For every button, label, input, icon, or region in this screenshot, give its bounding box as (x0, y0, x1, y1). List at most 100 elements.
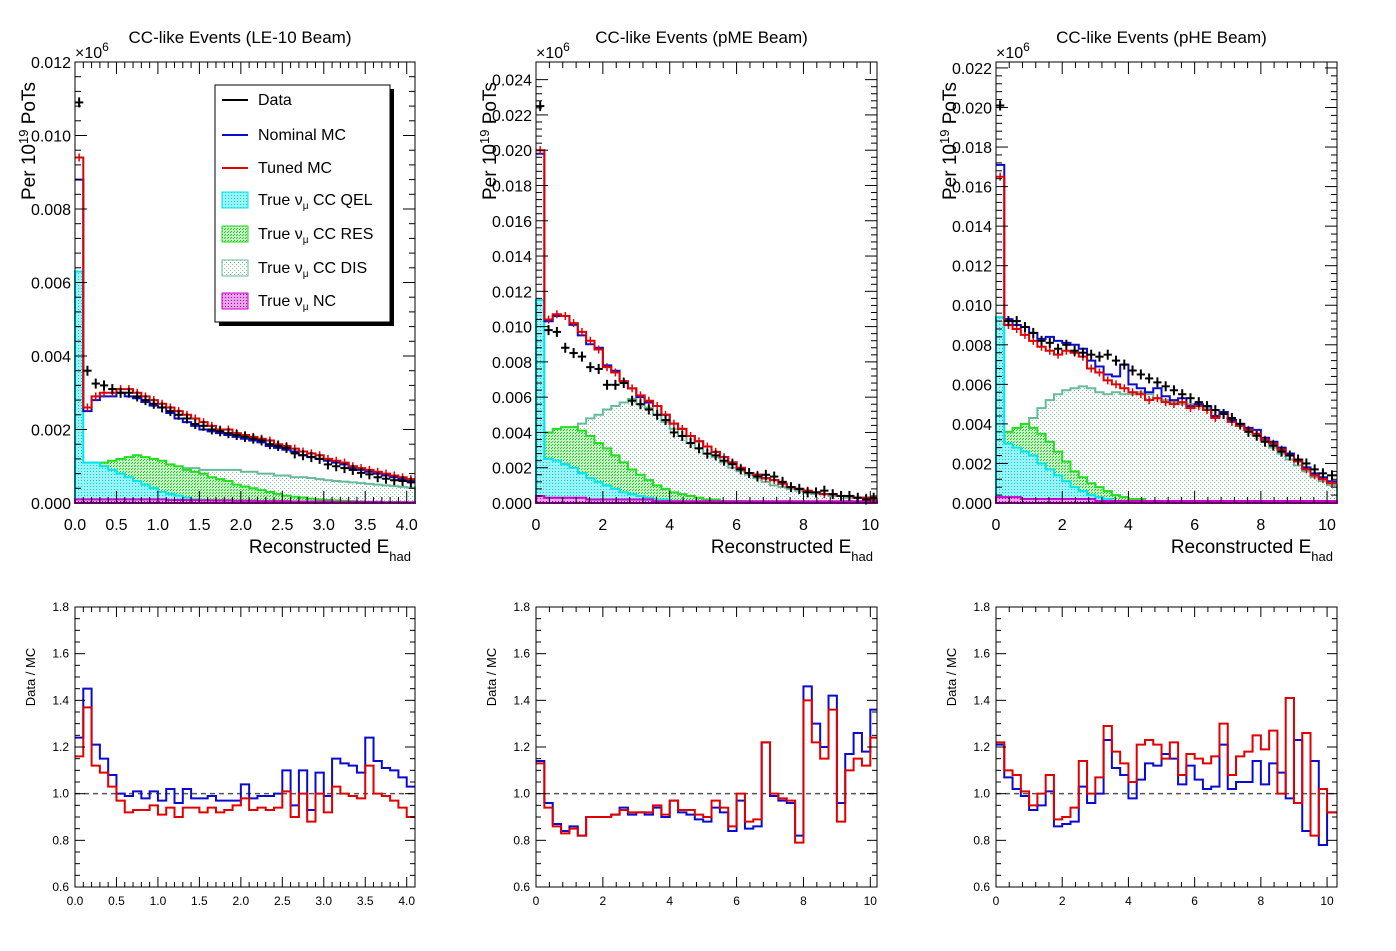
legend-label-nc: True νμ NC (258, 293, 336, 313)
ratio-panel-1: 0.6 0.8 1.0 1.2 1.4 1.6 1.8 0.0 0.5 1.0 1.5 2.0 2.5 3… (23, 600, 416, 908)
y-tick-label: 0.002 (31, 423, 71, 440)
y-tick-label: 0.018 (492, 178, 532, 195)
ratio-x-tick-label: 6 (733, 894, 740, 908)
y-tick-label: 0.008 (492, 355, 532, 372)
y-axis-title: Per 1019 PoTs (937, 82, 961, 200)
ratio-x-tick-label: 3.5 (357, 894, 374, 908)
legend-label-res: True νμ CC RES (258, 226, 373, 246)
ratio-y-tick-label: 1.2 (973, 740, 990, 754)
y-tick-label: 0.000 (952, 496, 992, 513)
ratio-y-tick-label: 1.8 (52, 600, 69, 614)
ratio-plot-area (996, 607, 1337, 887)
y-tick-label: 0.006 (31, 276, 71, 293)
ratio-x-tick-label: 3.0 (315, 894, 332, 908)
legend-swatch-res (221, 225, 249, 243)
ratio-x-tick-label: 8 (1258, 894, 1265, 908)
x-tick-label: 2.5 (271, 517, 293, 534)
y-tick-label: 0.000 (31, 496, 71, 513)
x-tick-label: 0 (992, 517, 1001, 534)
ratio-y-tick-label: 1.4 (973, 693, 990, 707)
y-tick-label: 0.004 (952, 417, 992, 434)
chart-title: CC-like Events (pHE Beam) (1056, 28, 1267, 47)
exponent-label: ×106 (536, 40, 570, 62)
y-tick-label: 0.024 (492, 73, 532, 90)
ratio-x-tick-label: 6 (1191, 894, 1198, 908)
ratio-x-tick-label: 4 (666, 894, 673, 908)
ratio-y-tick-label: 1.6 (973, 647, 990, 661)
legend-swatch-nc (221, 292, 249, 310)
exponent-label: ×106 (996, 40, 1030, 62)
x-tick-label: 0.0 (64, 517, 86, 534)
y-tick-label: 0.012 (492, 284, 532, 301)
chart-panel-3: 0.000 0.002 0.004 0.006 0.008 0.010 0.012 0.014… (937, 28, 1338, 908)
ratio-y-tick-label: 1.0 (513, 787, 530, 801)
y-tick-label: 0.000 (492, 496, 532, 513)
ratio-tuned-histogram (75, 706, 415, 823)
ratio-y-tick-label: 1.4 (513, 693, 530, 707)
chart-panel-2: 0.000 0.002 0.004 0.006 0.008 0.010 0.012 0.014… (477, 28, 879, 908)
y-tick-label: 0.018 (952, 140, 992, 157)
ratio-y-tick-label: 1.0 (52, 787, 69, 801)
ratio-plot-area (75, 607, 415, 887)
y-tick-label: 0.004 (31, 349, 71, 366)
y-tick-label: 0.008 (31, 202, 71, 219)
nc-histogram (995, 496, 1338, 504)
y-tick-label: 0.006 (492, 390, 532, 407)
y-axis-title: Per 1019 PoTs (477, 82, 501, 200)
ratio-y-tick-label: 0.6 (513, 880, 530, 894)
ratio-x-tick-label: 0.0 (67, 894, 84, 908)
ratio-y-tick-label: 1.0 (973, 787, 990, 801)
y-tick-label: 0.014 (952, 219, 992, 236)
plot-frame (535, 61, 878, 504)
x-tick-label: 0 (532, 517, 541, 534)
y-tick-label: 0.010 (492, 320, 532, 337)
ratio-x-tick-label: 2 (1059, 894, 1066, 908)
ratio-panel-3: 0.6 0.8 1.0 1.2 1.4 1.6 1.8 0 2 4 6 8 10 Data / MC (944, 600, 1338, 908)
y-tick-label: 0.012 (31, 55, 71, 72)
ratio-x-tick-label: 10 (1320, 894, 1334, 908)
exponent-label: ×106 (75, 40, 109, 62)
ratio-y-axis-title: Data / MC (484, 648, 499, 707)
y-tick-label: 0.020 (952, 100, 992, 117)
tuned-mc-histogram (536, 149, 877, 501)
y-tick-label: 0.012 (952, 259, 992, 276)
ratio-nominal-histogram (75, 687, 415, 811)
legend-swatch-qel (221, 191, 249, 209)
ratio-y-tick-label: 0.8 (52, 833, 69, 847)
nc-histogram (74, 498, 416, 504)
x-tick-label: 4 (1124, 517, 1133, 534)
ratio-y-axis-title: Data / MC (23, 648, 38, 707)
ratio-x-tick-label: 1.5 (191, 894, 208, 908)
x-tick-label: 10 (1318, 517, 1336, 534)
chart-title: CC-like Events (LE-10 Beam) (129, 28, 352, 47)
ratio-x-tick-label: 8 (800, 894, 807, 908)
ratio-x-tick-label: 4.0 (398, 894, 415, 908)
ratio-x-tick-label: 10 (864, 894, 878, 908)
ratio-tuned-histogram (536, 699, 877, 844)
ratio-x-tick-label: 0.5 (108, 894, 125, 908)
y-tick-label: 0.010 (952, 298, 992, 315)
x-tick-label: 1.5 (188, 517, 210, 534)
y-tick-label: 0.022 (952, 61, 992, 78)
legend-label-nominal: Nominal MC (258, 127, 346, 144)
x-axis-title: Reconstructed Ehad (1171, 537, 1333, 564)
x-tick-label: 3.0 (313, 517, 335, 534)
x-tick-label: 10 (861, 517, 879, 534)
ratio-x-tick-label: 4 (1125, 894, 1132, 908)
ratio-y-tick-label: 0.6 (52, 880, 69, 894)
y-tick-label: 0.020 (492, 143, 532, 160)
ratio-y-tick-label: 1.2 (52, 740, 69, 754)
y-tick-label: 0.008 (952, 338, 992, 355)
y-axis-title: Per 1019 PoTs (16, 82, 40, 200)
x-axis-title: Reconstructed Ehad (711, 537, 873, 564)
x-tick-label: 2 (598, 517, 607, 534)
y-tick-label: 0.010 (31, 129, 71, 146)
ratio-x-tick-label: 0 (533, 894, 540, 908)
legend-swatch-dis (221, 259, 249, 277)
plot-frame (995, 61, 1338, 504)
x-tick-label: 4.0 (396, 517, 418, 534)
y-tick-label: 0.014 (492, 249, 532, 266)
ratio-y-tick-label: 1.6 (513, 647, 530, 661)
ratio-x-tick-label: 2 (600, 894, 607, 908)
